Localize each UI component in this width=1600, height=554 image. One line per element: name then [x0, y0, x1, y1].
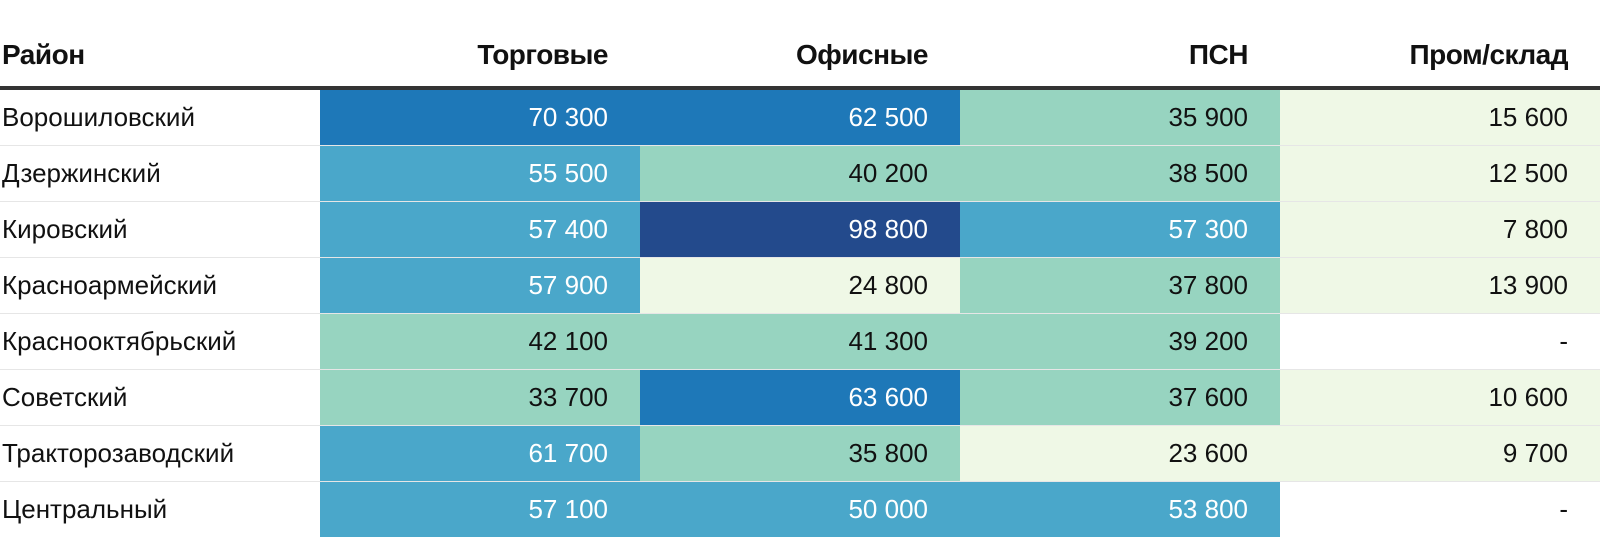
heatmap-cell: 12 500 [1280, 145, 1600, 202]
district-name: Ворошиловский [0, 88, 320, 146]
column-header-district: Район [0, 24, 320, 90]
district-name: Красноармейский [0, 257, 320, 314]
heatmap-cell: 24 800 [640, 257, 960, 314]
heatmap-cell: 40 200 [640, 145, 960, 202]
heatmap-cell: 37 600 [960, 369, 1280, 426]
district-name: Советский [0, 369, 320, 426]
heatmap-cell: 35 800 [640, 425, 960, 482]
heatmap-cell: 98 800 [640, 201, 960, 258]
heatmap-cell: 50 000 [640, 481, 960, 537]
heatmap-cell: 23 600 [960, 425, 1280, 482]
heatmap-cell: 63 600 [640, 369, 960, 426]
heatmap-cell: 9 700 [1280, 425, 1600, 482]
heatmap-cell: 57 900 [320, 257, 640, 314]
column-header-office: Офисные [640, 24, 960, 90]
column-header-psn: ПСН [960, 24, 1280, 90]
heatmap-cell: 35 900 [960, 88, 1280, 146]
heatmap-cell: 37 800 [960, 257, 1280, 314]
heatmap-cell: - [1280, 481, 1600, 537]
table-row: Тракторозаводский 61 700 35 800 23 600 9 700 [0, 425, 1600, 482]
heatmap-cell: 7 800 [1280, 201, 1600, 258]
heatmap-cell: 70 300 [320, 88, 640, 146]
heatmap-cell: 38 500 [960, 145, 1280, 202]
heatmap-cell: 39 200 [960, 313, 1280, 370]
heatmap-cell: 55 500 [320, 145, 640, 202]
district-name: Центральный [0, 481, 320, 537]
table-row: Красноармейский 57 900 24 800 37 800 13 900 [0, 257, 1600, 314]
heatmap-cell: 57 300 [960, 201, 1280, 258]
heatmap-cell: 13 900 [1280, 257, 1600, 314]
heatmap-table: Район Торговые Офисные ПСН Пром/склад Во… [0, 24, 1600, 537]
table-body: Ворошиловский 70 300 62 500 35 900 15 600 Дзе… [0, 88, 1600, 537]
table-row: Кировский 57 400 98 800 57 300 7 800 [0, 201, 1600, 258]
column-header-industrial: Пром/склад [1280, 24, 1600, 90]
column-header-retail: Торговые [320, 24, 640, 90]
header-row: Район Торговые Офисные ПСН Пром/склад [0, 24, 1600, 90]
district-name: Краснооктябрьский [0, 313, 320, 370]
table-row: Центральный 57 100 50 000 53 800- [0, 481, 1600, 537]
heatmap-cell: 33 700 [320, 369, 640, 426]
heatmap-cell: 57 100 [320, 481, 640, 537]
heatmap-cell: 53 800 [960, 481, 1280, 537]
heatmap-cell: 62 500 [640, 88, 960, 146]
district-name: Тракторозаводский [0, 425, 320, 482]
table-row: Краснооктябрьский 42 100 41 300 39 200- [0, 313, 1600, 370]
heatmap-cell: 42 100 [320, 313, 640, 370]
heatmap-cell: 57 400 [320, 201, 640, 258]
heatmap-cell: 15 600 [1280, 88, 1600, 146]
heatmap-cell: - [1280, 313, 1600, 370]
district-name: Кировский [0, 201, 320, 258]
heatmap-cell: 41 300 [640, 313, 960, 370]
table-row: Дзержинский 55 500 40 200 38 500 12 500 [0, 145, 1600, 202]
heatmap-cell: 61 700 [320, 425, 640, 482]
table-row: Советский 33 700 63 600 37 600 10 600 [0, 369, 1600, 426]
district-name: Дзержинский [0, 145, 320, 202]
heatmap-cell: 10 600 [1280, 369, 1600, 426]
table-row: Ворошиловский 70 300 62 500 35 900 15 600 [0, 88, 1600, 146]
